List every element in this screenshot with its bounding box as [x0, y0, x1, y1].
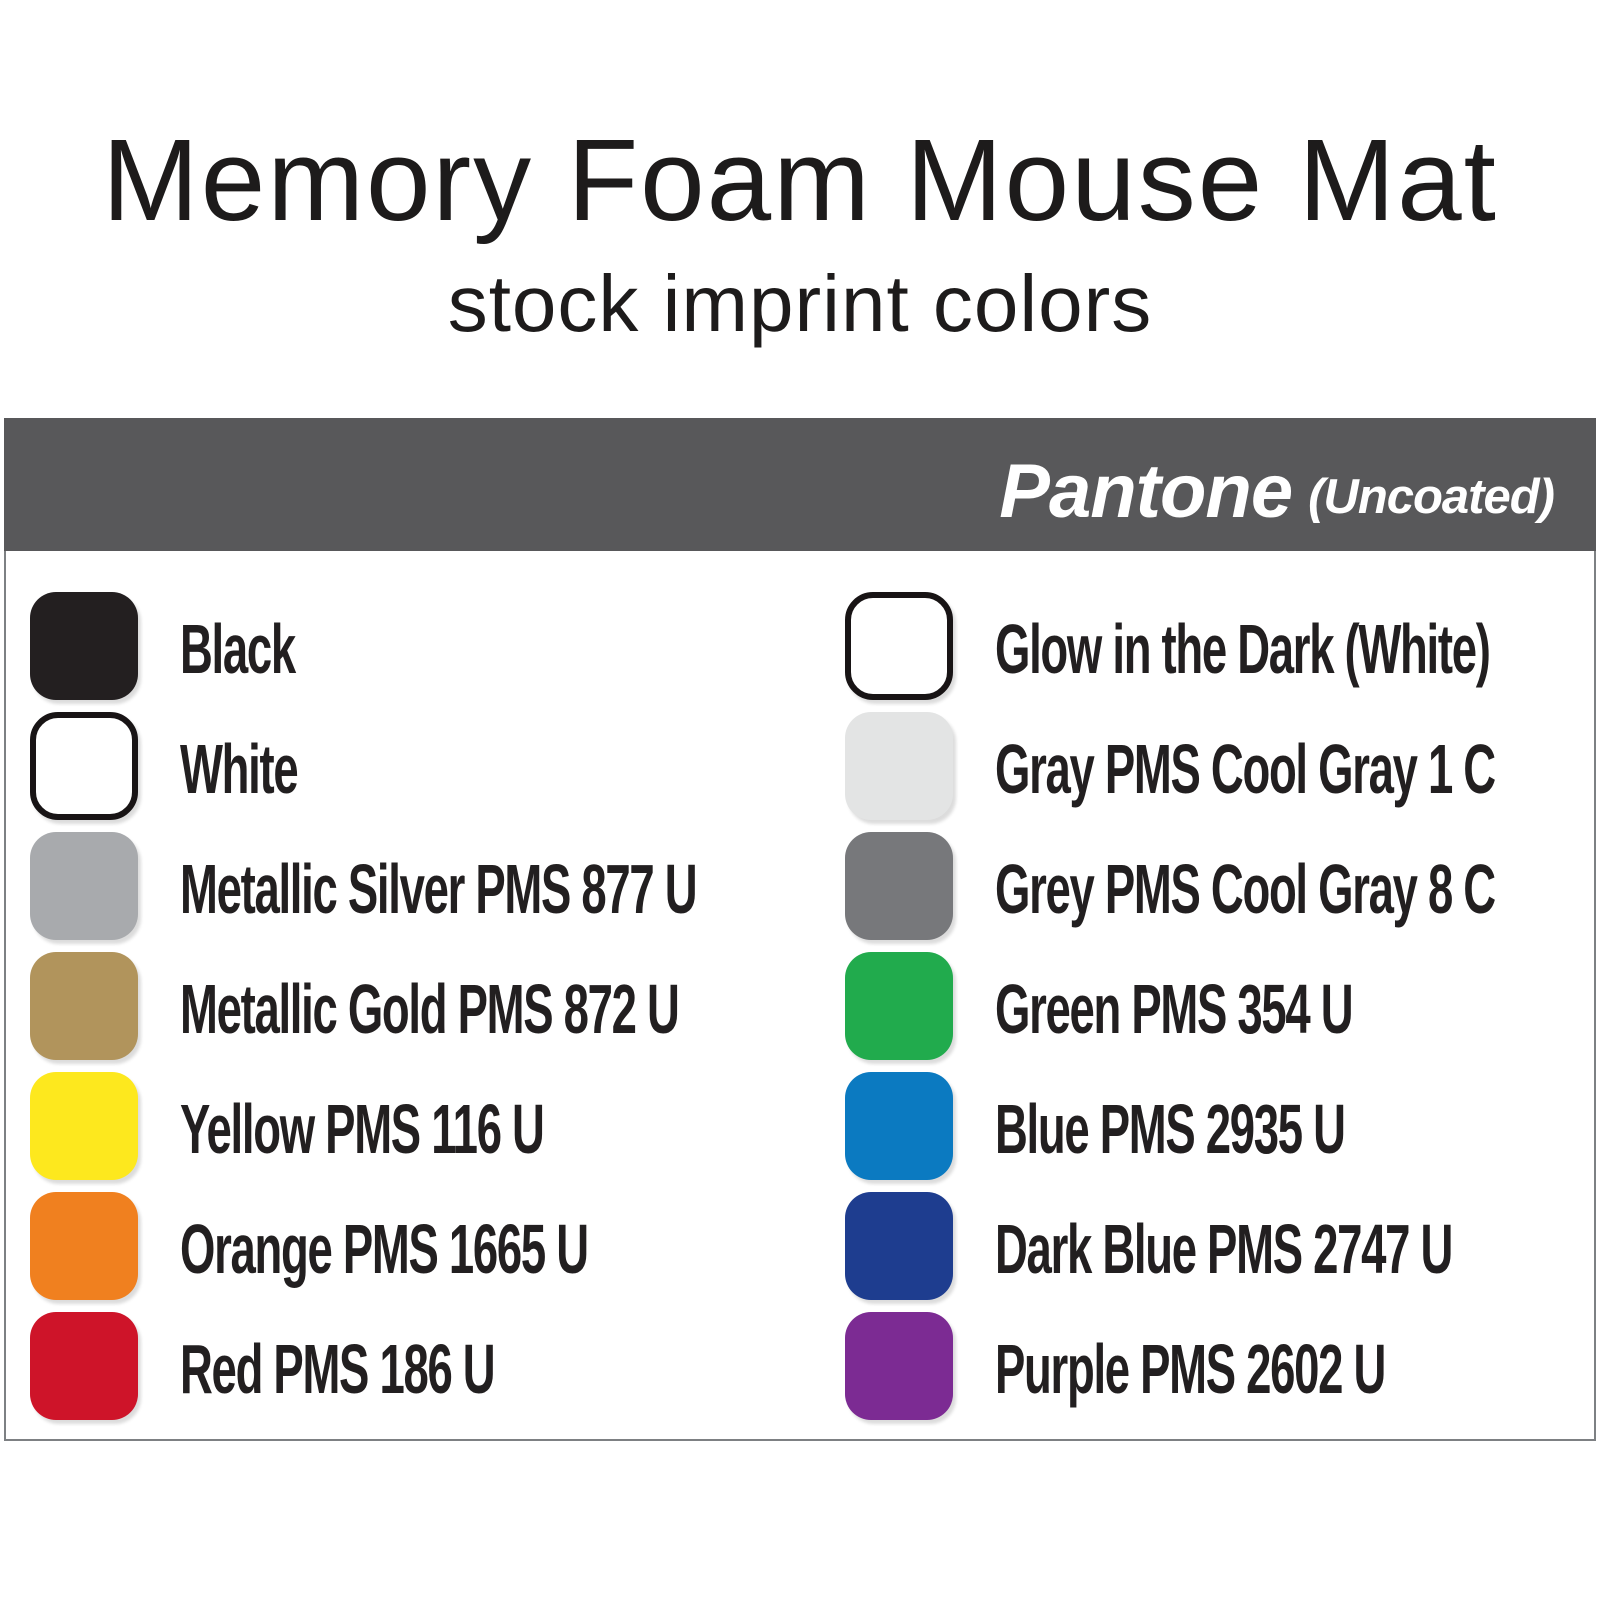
color-row-blue: Blue PMS 2935 U: [845, 1072, 1600, 1180]
color-label: Red PMS 186 U: [180, 1330, 496, 1408]
green-swatch: [845, 952, 953, 1060]
purple-swatch: [845, 1312, 953, 1420]
color-label: Metallic Silver PMS 877 U: [180, 850, 698, 928]
swatch-column-left: Black White Metallic Silver PMS 877 U Me…: [30, 592, 845, 1439]
color-label: Glow in the Dark (White): [995, 610, 1491, 688]
page-subtitle: stock imprint colors: [447, 259, 1153, 348]
color-row-glow-in-dark: Glow in the Dark (White): [845, 592, 1600, 700]
color-label: Green PMS 354 U: [995, 970, 1354, 1048]
yellow-swatch: [30, 1072, 138, 1180]
color-label: Gray PMS Cool Gray 1 C: [995, 730, 1496, 808]
color-row-cool-gray-8: Grey PMS Cool Gray 8 C: [845, 832, 1600, 940]
color-row-white: White: [30, 712, 845, 820]
color-label: Purple PMS 2602 U: [995, 1330, 1386, 1408]
white-swatch: [30, 712, 138, 820]
color-label: Orange PMS 1665 U: [180, 1210, 589, 1288]
color-label: Yellow PMS 116 U: [180, 1090, 545, 1168]
dark-blue-swatch: [845, 1192, 953, 1300]
color-row-yellow: Yellow PMS 116 U: [30, 1072, 845, 1180]
color-row-dark-blue: Dark Blue PMS 2747 U: [845, 1192, 1600, 1300]
color-row-orange: Orange PMS 1665 U: [30, 1192, 845, 1300]
color-label: Dark Blue PMS 2747 U: [995, 1210, 1453, 1288]
color-row-metallic-silver: Metallic Silver PMS 877 U: [30, 832, 845, 940]
title-block: Memory Foam Mouse Mat stock imprint colo…: [0, 0, 1600, 344]
color-label: White: [180, 730, 299, 808]
cool-gray-1-swatch: [845, 712, 953, 820]
color-label: Metallic Gold PMS 872 U: [180, 970, 680, 1048]
color-row-red: Red PMS 186 U: [30, 1312, 845, 1420]
color-row-black: Black: [30, 592, 845, 700]
blue-swatch: [845, 1072, 953, 1180]
color-label: Black: [180, 610, 296, 688]
red-swatch: [30, 1312, 138, 1420]
color-label: Grey PMS Cool Gray 8 C: [995, 850, 1496, 928]
pantone-brand-text: Pantone: [999, 448, 1293, 534]
metallic-silver-swatch: [30, 832, 138, 940]
color-row-cool-gray-1: Gray PMS Cool Gray 1 C: [845, 712, 1600, 820]
swatch-column-right: Glow in the Dark (White) Gray PMS Cool G…: [845, 592, 1600, 1439]
cool-gray-8-swatch: [845, 832, 953, 940]
pantone-header-band: Pantone (Uncoated): [4, 418, 1596, 551]
page-title: Memory Foam Mouse Mat: [102, 115, 1498, 245]
metallic-gold-swatch: [30, 952, 138, 1060]
color-row-metallic-gold: Metallic Gold PMS 872 U: [30, 952, 845, 1060]
orange-swatch: [30, 1192, 138, 1300]
color-label: Blue PMS 2935 U: [995, 1090, 1346, 1168]
glow-in-dark-swatch: [845, 592, 953, 700]
pantone-uncoated-text: (Uncoated): [1308, 470, 1555, 524]
color-row-purple: Purple PMS 2602 U: [845, 1312, 1600, 1420]
swatch-table: Black White Metallic Silver PMS 877 U Me…: [4, 551, 1596, 1441]
color-row-green: Green PMS 354 U: [845, 952, 1600, 1060]
black-swatch: [30, 592, 138, 700]
